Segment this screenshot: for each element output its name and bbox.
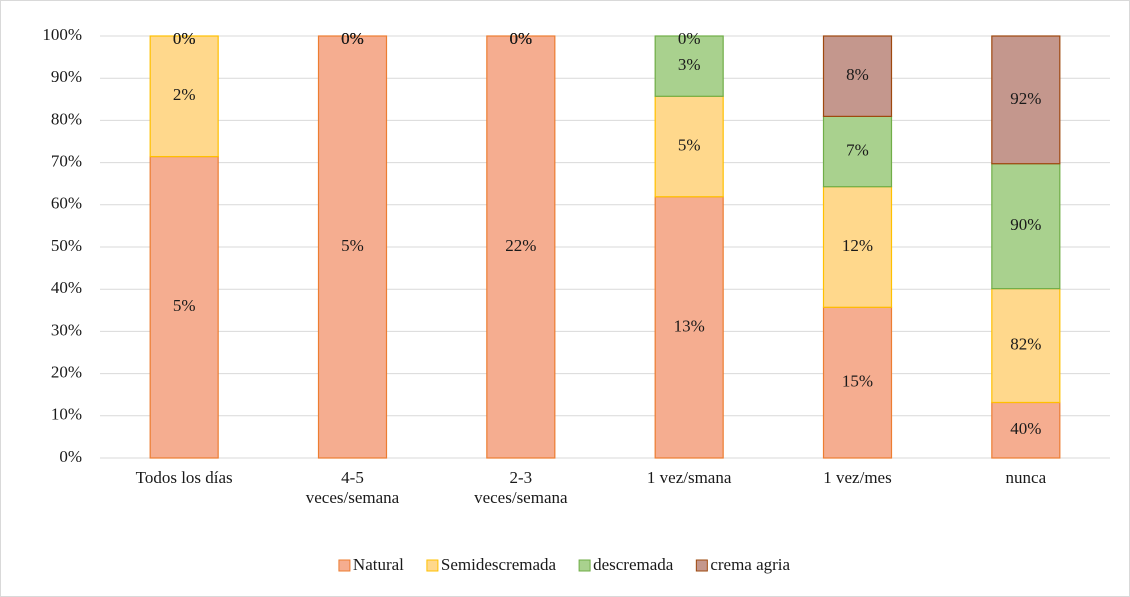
data-label: 3%	[678, 55, 701, 74]
data-label: 0%	[341, 29, 364, 48]
data-label: 0%	[678, 29, 701, 48]
data-label: 7%	[846, 140, 869, 159]
y-tick-label: 60%	[51, 194, 82, 213]
x-tick-label: 1 vez/mes	[823, 468, 892, 487]
bar-segment	[822, 115, 893, 188]
data-label: 8%	[846, 65, 869, 84]
bar-segment	[991, 163, 1061, 290]
x-tick-label: 1 vez/smana	[646, 468, 732, 487]
y-tick-label: 90%	[51, 67, 82, 86]
legend-label: Natural	[353, 555, 404, 574]
y-tick-label: 40%	[51, 278, 82, 297]
bar-segment	[654, 196, 724, 459]
bar-segment	[822, 306, 893, 459]
y-tick-label: 70%	[51, 152, 82, 171]
legend-label: Semidescremada	[441, 555, 557, 574]
legend-swatch	[695, 559, 708, 572]
data-label: 5%	[173, 296, 196, 315]
bar-segment	[149, 35, 219, 158]
data-label: 0%	[341, 29, 364, 48]
legend-swatch	[426, 559, 439, 572]
bar-segment	[654, 35, 724, 97]
y-tick-label: 100%	[42, 25, 82, 44]
legend-label: crema agria	[710, 555, 790, 574]
data-label: 0%	[341, 29, 364, 48]
data-label: 0%	[509, 29, 532, 48]
legend-swatch	[578, 559, 591, 572]
bar-segment	[991, 35, 1061, 165]
y-tick-label: 50%	[51, 236, 82, 255]
data-label: 2%	[173, 85, 196, 104]
data-label: 90%	[1010, 215, 1041, 234]
bar-segment	[317, 35, 388, 459]
data-label: 13%	[674, 316, 705, 335]
data-label: 92%	[1010, 89, 1041, 108]
bar-segment	[149, 155, 219, 459]
x-tick-label: nunca	[1005, 468, 1047, 487]
data-label: 12%	[842, 236, 873, 255]
data-label: 0%	[509, 29, 532, 48]
data-label: 40%	[1010, 419, 1041, 438]
y-tick-label: 10%	[51, 405, 82, 424]
y-tick-label: 30%	[51, 320, 82, 339]
data-label: 0%	[173, 29, 196, 48]
x-tick-label: Todos los días	[135, 468, 233, 487]
data-label: 82%	[1010, 334, 1041, 353]
y-tick-label: 20%	[51, 363, 82, 382]
data-label: 15%	[842, 372, 873, 391]
y-tick-label: 80%	[51, 109, 82, 128]
legend-label: descremada	[593, 555, 674, 574]
bar-segment	[654, 95, 724, 198]
bar-segment	[991, 288, 1061, 404]
bar-segment	[822, 35, 893, 117]
data-label: 5%	[341, 236, 364, 255]
x-tick-label: 4-5 veces/semana	[305, 468, 400, 507]
bar-segment	[486, 35, 556, 459]
data-label: 0%	[509, 29, 532, 48]
y-tick-label: 0%	[59, 447, 82, 466]
data-label: 22%	[505, 236, 536, 255]
legend-swatch	[338, 559, 351, 572]
data-label: 5%	[678, 135, 701, 154]
x-tick-label: 2-3 veces/semana	[474, 468, 568, 507]
bar-segment	[822, 186, 893, 308]
data-label: 0%	[173, 29, 196, 48]
